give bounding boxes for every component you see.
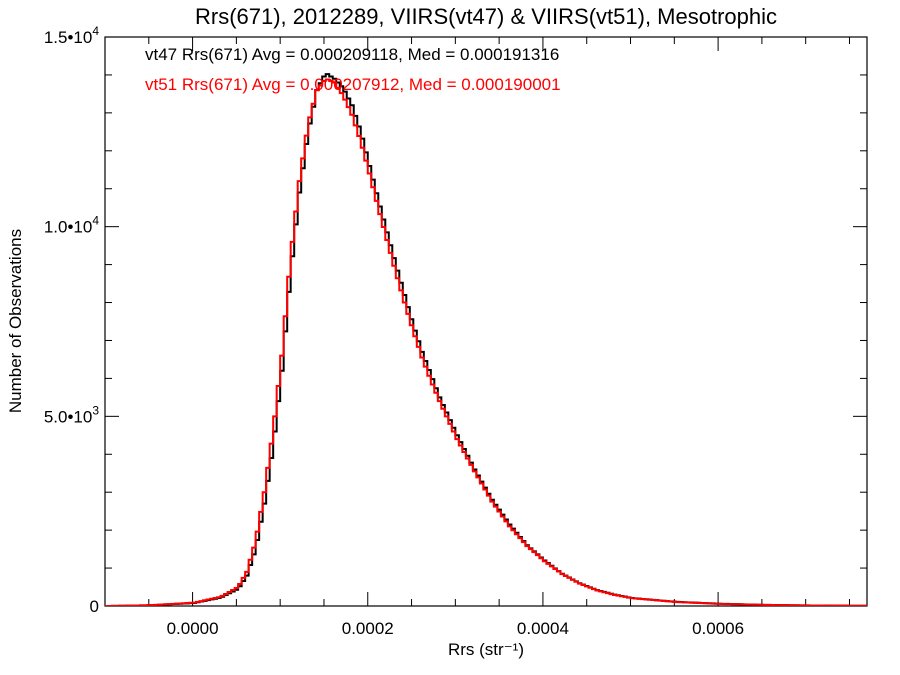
y-tick-label: 5.0•103 (44, 403, 100, 426)
plot-frame (104, 36, 868, 607)
annotation-vt47: vt47 Rrs(671) Avg = 0.000209118, Med = 0… (145, 45, 559, 64)
y-tick-exponent: 4 (92, 24, 99, 38)
plot-area: 0.0000 0.0002 0.0004 0.0006 0 5.0•103 1.0•104 1… (44, 24, 868, 638)
y-axis-label: Number of Observations (6, 229, 25, 413)
x-tick-label: 0.0004 (517, 619, 569, 638)
annotation-vt51: vt51 Rrs(671) Avg = 0.000207912, Med = 0… (145, 75, 561, 94)
x-axis-label: Rrs (str⁻¹) (448, 640, 524, 659)
histogram-vt51 (105, 78, 867, 606)
x-tick-label: 0.0006 (692, 619, 744, 638)
y-tick-label: 0 (90, 597, 99, 616)
chart-title: Rrs(671), 2012289, VIIRS(vt47) & VIIRS(v… (195, 4, 777, 29)
y-tick-label: 1.0•104 (44, 214, 100, 237)
x-tick-label: 0.0000 (167, 619, 219, 638)
y-tick-exponent: 3 (92, 403, 99, 417)
x-tick-label: 0.0002 (342, 619, 394, 638)
y-tick-label: 1.5•104 (44, 24, 100, 47)
y-tick-exponent: 4 (92, 214, 99, 228)
